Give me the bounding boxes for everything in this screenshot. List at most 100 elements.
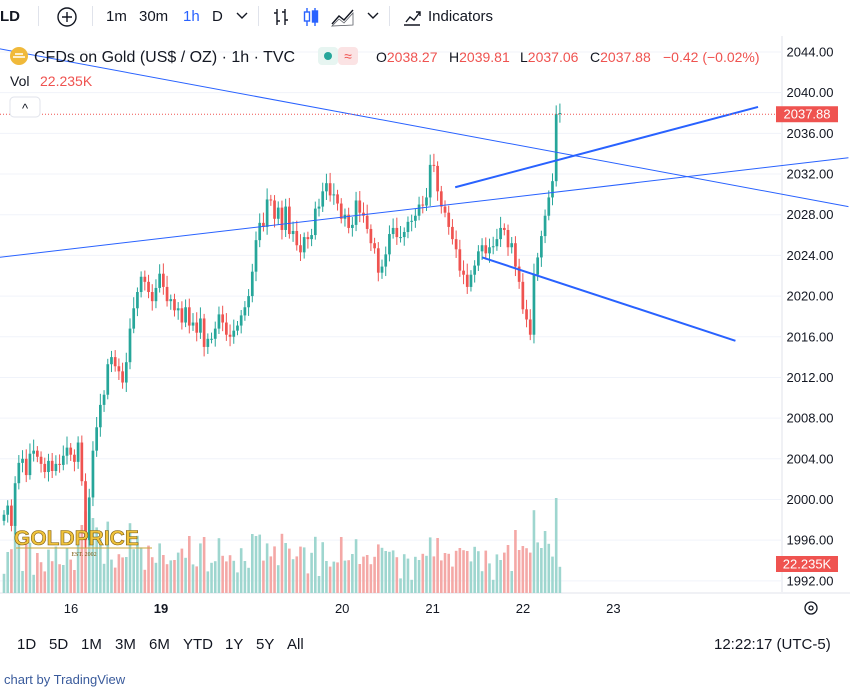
volume-bar <box>36 553 39 593</box>
volume-bar <box>91 518 95 593</box>
candle-body <box>17 462 21 484</box>
y-tick-label: 2044.00 <box>787 45 834 60</box>
candle-body <box>384 254 388 267</box>
range-ytd[interactable]: YTD <box>183 636 213 653</box>
candle-body <box>499 227 502 240</box>
volume-bar <box>410 579 413 593</box>
bar-chart-type-icon[interactable] <box>270 6 292 28</box>
clock-timezone[interactable]: 12:22:17 (UTC-5) <box>714 636 831 653</box>
candle-body <box>406 221 410 233</box>
volume-bar <box>299 546 302 593</box>
volume-bar <box>87 512 91 593</box>
y-tick-label: 2020.00 <box>787 289 834 304</box>
chevron-down-icon[interactable] <box>236 12 248 20</box>
indicators-icon[interactable] <box>401 6 423 28</box>
candle-body <box>525 309 528 320</box>
volume-bar <box>491 579 495 593</box>
tradingview-attribution[interactable]: chart by TradingView <box>4 672 126 687</box>
range-6m[interactable]: 6M <box>149 636 170 653</box>
candle-body <box>110 357 113 365</box>
candle-body <box>428 164 432 198</box>
volume-bar <box>288 548 291 593</box>
volume-bar <box>373 556 376 593</box>
volume-bar <box>384 551 388 593</box>
volume-bar <box>332 561 336 593</box>
volume-bar <box>162 555 165 593</box>
candle-body <box>213 328 217 339</box>
candle-body <box>206 338 210 347</box>
chart-area[interactable]: 2044.00 2040.00 2036.00 2032.00 2028.00 2024.… <box>0 36 850 636</box>
trendline-ascending[interactable] <box>0 157 849 258</box>
channel-upper-line[interactable] <box>454 105 759 189</box>
interval-1m[interactable]: 1m <box>106 8 127 25</box>
legend-title[interactable]: CFDs on Gold (US$ / OZ) · 1h · TVC <box>34 49 295 66</box>
volume-bar <box>554 498 558 593</box>
volume-bar <box>225 561 228 593</box>
range-1y[interactable]: 1Y <box>225 636 244 653</box>
volume-bar <box>391 550 395 593</box>
volume-bar <box>291 559 295 593</box>
range-3m[interactable]: 3M <box>115 636 136 653</box>
volume-bar <box>132 549 136 593</box>
area-chart-type-icon[interactable] <box>330 6 356 28</box>
symbol-label[interactable]: LD <box>0 8 20 25</box>
range-5y[interactable]: 5Y <box>256 636 275 653</box>
volume-bar <box>440 560 443 593</box>
y-tick-label: 2024.00 <box>787 248 834 263</box>
delayed-wave-icon: ≈ <box>344 48 352 64</box>
volume-bar <box>136 535 139 593</box>
price-chart[interactable]: 2044.00 2040.00 2036.00 2032.00 2028.00 2024.… <box>0 36 850 636</box>
volume-bar <box>488 563 491 593</box>
last-price-badge: 2037.88 <box>776 106 838 123</box>
candle-body <box>61 455 65 465</box>
volume-bar <box>202 537 206 593</box>
volume-bar <box>503 552 506 593</box>
volume-bar <box>458 548 462 593</box>
y-axis-labels[interactable]: 2044.00 2040.00 2036.00 2032.00 2028.00 2024.… <box>787 45 834 589</box>
interval-d[interactable]: D <box>212 8 223 25</box>
range-all[interactable]: All <box>287 636 304 653</box>
candle-body <box>325 183 328 192</box>
volume-bar <box>447 553 451 593</box>
volume-bar <box>13 504 17 593</box>
candle-body <box>510 243 514 248</box>
candle-body <box>410 220 414 222</box>
volume-bar <box>525 548 528 593</box>
settings-gear-icon[interactable] <box>804 601 818 615</box>
trendlines[interactable] <box>0 47 849 342</box>
candle-body <box>132 308 136 329</box>
volume-bar <box>95 527 98 593</box>
range-1d[interactable]: 1D <box>17 636 37 653</box>
volume-bar <box>325 561 328 593</box>
compare-add-icon[interactable] <box>56 6 78 28</box>
candle-body <box>150 292 154 302</box>
candle-body <box>521 281 525 310</box>
candle-body <box>417 204 421 216</box>
x-axis-labels[interactable]: 1619202122232627 <box>64 601 850 616</box>
range-5d[interactable]: 5D <box>49 636 69 653</box>
candle-body <box>369 228 373 244</box>
candle-body <box>432 164 436 166</box>
candle-body <box>506 229 510 248</box>
candles-chart-type-icon[interactable] <box>300 6 322 28</box>
candle-body <box>50 460 54 472</box>
trendline-descending[interactable] <box>0 47 849 208</box>
volume-bar <box>102 563 106 593</box>
top-toolbar: LD 1m 30m 1h D Indicators <box>0 0 850 32</box>
channel-lower-line[interactable] <box>482 256 736 342</box>
interval-1h[interactable]: 1h <box>183 8 200 25</box>
data-delay-box[interactable] <box>338 47 358 65</box>
interval-30m[interactable]: 30m <box>139 8 169 25</box>
candle-body <box>173 299 176 311</box>
indicators-button[interactable]: Indicators <box>428 8 494 25</box>
volume-bar <box>521 546 525 593</box>
chevron-down-icon[interactable] <box>367 12 379 20</box>
volume-bar <box>284 543 287 593</box>
volume-bar <box>269 556 273 593</box>
volume-bar <box>395 557 399 593</box>
range-1m[interactable]: 1M <box>81 636 102 653</box>
collapse-legend-button[interactable] <box>9 96 41 118</box>
volume-bar <box>191 564 195 593</box>
candle-body <box>124 362 128 383</box>
volume-bar <box>213 561 217 593</box>
